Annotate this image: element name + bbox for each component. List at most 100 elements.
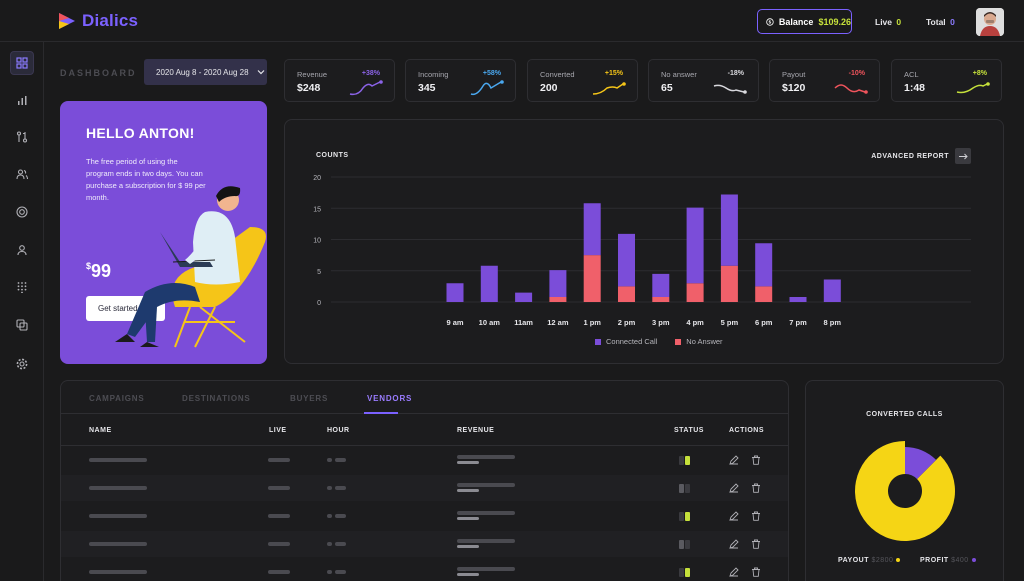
converted-calls-donut <box>855 441 955 541</box>
table-row[interactable] <box>61 447 788 473</box>
bar-connected-call[interactable] <box>823 279 841 303</box>
kpi-change: +8% <box>972 70 987 77</box>
bar-connected-call[interactable] <box>480 265 498 302</box>
legend-swatch <box>675 339 682 346</box>
bar-connected-call[interactable] <box>686 207 704 284</box>
status-toggle[interactable] <box>679 512 691 521</box>
balance-button[interactable]: $ Balance $109.26 <box>757 9 852 34</box>
edit-icon[interactable] <box>729 483 739 493</box>
revenue-placeholder <box>457 483 515 487</box>
legend-profit: PROFIT $400 <box>920 557 976 564</box>
hour-placeholder <box>327 486 332 490</box>
trash-icon[interactable] <box>751 539 761 549</box>
sidebar-item-routing[interactable] <box>10 125 34 149</box>
edit-icon[interactable] <box>729 511 739 521</box>
sidebar-item-dashboard[interactable] <box>10 51 34 75</box>
sidebar-item-profile[interactable] <box>10 238 34 262</box>
edit-icon[interactable] <box>729 455 739 465</box>
bar-connected-call[interactable] <box>755 243 773 287</box>
sidebar-item-dialpad[interactable] <box>10 275 34 299</box>
trash-icon[interactable] <box>751 511 761 521</box>
chevron-down-icon <box>257 70 264 75</box>
live-placeholder <box>268 514 290 518</box>
trash-icon[interactable] <box>751 455 761 465</box>
dialpad-icon <box>17 282 27 293</box>
tab-buyers[interactable]: BUYERS <box>290 394 329 403</box>
sidebar-item-settings[interactable] <box>10 352 34 376</box>
kpi-label: Revenue <box>297 70 328 79</box>
donut-slice-profit[interactable] <box>905 447 937 479</box>
bar-connected-call[interactable] <box>720 194 738 266</box>
bar-connected-call[interactable] <box>446 283 464 302</box>
bar-no-answer[interactable] <box>755 286 773 302</box>
column-live[interactable]: LIVE <box>269 427 287 434</box>
edit-icon[interactable] <box>729 567 739 577</box>
column-revenue[interactable]: REVENUE <box>457 427 495 434</box>
kpi-change: +15% <box>604 70 623 77</box>
counts-chart-card: COUNTS ADVANCED REPORT 0 5 10 15 20 9 am 10 am… <box>284 119 1004 364</box>
tab-vendors[interactable]: VENDORS <box>367 394 413 403</box>
column-hour[interactable]: HOUR <box>327 427 350 434</box>
kpi-card-acl[interactable]: ACL 1:48 +8% <box>891 59 1002 102</box>
bar-no-answer[interactable] <box>686 283 704 302</box>
bar-no-answer[interactable] <box>549 297 567 302</box>
y-tick-label: 15 <box>313 206 321 213</box>
column-actions[interactable]: ACTIONS <box>729 427 764 434</box>
promo-title: HELLO ANTON! <box>86 125 195 141</box>
tab-campaigns[interactable]: CAMPAIGNS <box>89 394 145 403</box>
x-tick-label: 7 pm <box>789 318 807 327</box>
legend-connected[interactable]: Connected Call <box>595 337 657 346</box>
revenue-placeholder <box>457 567 515 571</box>
bar-connected-call[interactable] <box>789 297 807 302</box>
promo-text: The free period of using the program end… <box>86 157 206 202</box>
bar-connected-call[interactable] <box>652 273 670 297</box>
table-row[interactable] <box>61 475 788 501</box>
column-status[interactable]: STATUS <box>674 427 704 434</box>
advanced-report-link[interactable]: ADVANCED REPORT <box>871 148 971 164</box>
bar-no-answer[interactable] <box>618 286 635 302</box>
sidebar-item-users[interactable] <box>10 162 34 186</box>
bar-connected-call[interactable] <box>583 203 601 256</box>
payout-label: PAYOUT <box>838 557 870 564</box>
bar-connected-call[interactable] <box>549 270 567 297</box>
sidebar-item-copy[interactable] <box>10 313 34 337</box>
toggle-right <box>685 484 690 493</box>
status-toggle[interactable] <box>679 568 691 577</box>
kpi-card-converted[interactable]: Converted 200 +15% <box>527 59 638 102</box>
donut-slice-payout[interactable] <box>855 441 955 541</box>
table-row[interactable] <box>61 503 788 529</box>
logo[interactable]: Dialics <box>58 11 138 31</box>
tab-destinations[interactable]: DESTINATIONS <box>182 394 251 403</box>
avatar[interactable] <box>976 8 1004 36</box>
status-toggle[interactable] <box>679 484 691 493</box>
edit-icon[interactable] <box>729 539 739 549</box>
bar-connected-call[interactable] <box>618 233 635 287</box>
revenue-sub-placeholder <box>457 489 479 492</box>
kpi-card-payout[interactable]: Payout $120 -10% <box>769 59 880 102</box>
toggle-left <box>679 512 684 521</box>
kpi-label: No answer <box>661 70 697 79</box>
kpi-card-incoming[interactable]: Incoming 345 +58% <box>405 59 516 102</box>
trash-icon[interactable] <box>751 483 761 493</box>
trash-icon[interactable] <box>751 567 761 577</box>
hour-placeholder <box>335 542 346 546</box>
date-range-picker[interactable]: 2020 Aug 8 - 2020 Aug 28 <box>144 59 267 85</box>
bar-connected-call[interactable] <box>515 292 533 302</box>
column-name[interactable]: NAME <box>89 427 112 434</box>
bar-no-answer[interactable] <box>720 265 738 302</box>
status-toggle[interactable] <box>679 456 691 465</box>
sidebar-item-reports[interactable] <box>10 88 34 112</box>
kpi-card-revenue[interactable]: Revenue $248 +38% <box>284 59 395 102</box>
bar-no-answer[interactable] <box>652 297 670 302</box>
table-row[interactable] <box>61 559 788 581</box>
bar-no-answer[interactable] <box>583 255 601 302</box>
sidebar-item-targets[interactable] <box>10 200 34 224</box>
status-toggle[interactable] <box>679 540 691 549</box>
kpi-sparkline <box>470 80 504 96</box>
kpi-card-no-answer[interactable]: No answer 65 -18% <box>648 59 759 102</box>
legend-no-answer[interactable]: No Answer <box>675 337 723 346</box>
table-row[interactable] <box>61 531 788 557</box>
bar-chart-icon <box>18 96 27 105</box>
users-icon <box>16 169 28 180</box>
hour-placeholder <box>327 542 332 546</box>
